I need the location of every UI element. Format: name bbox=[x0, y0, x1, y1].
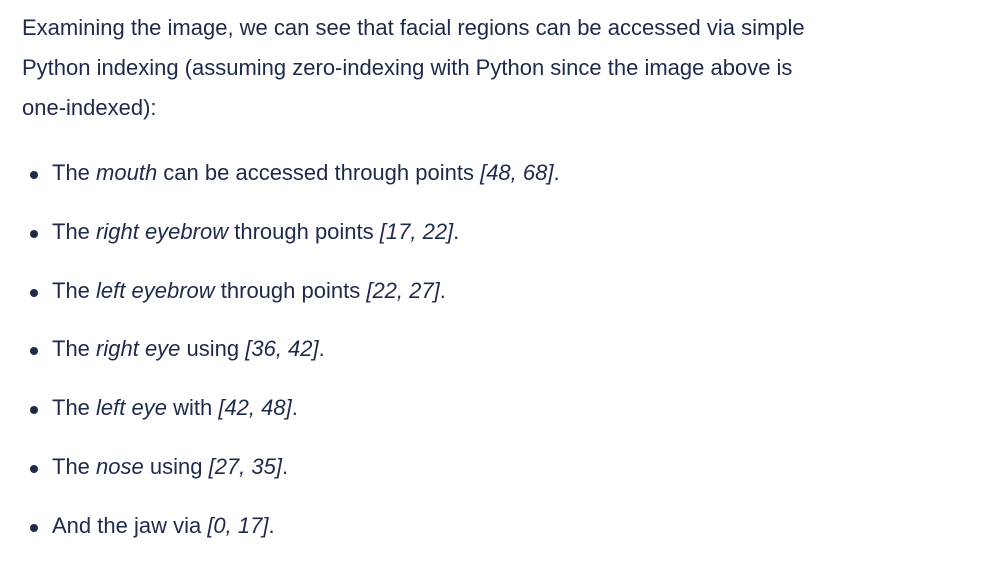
bullet-icon bbox=[30, 523, 38, 532]
item-suffix: . bbox=[553, 160, 560, 185]
item-prefix: The bbox=[52, 336, 97, 362]
intro-line-1: Examining the image, we can see that fac… bbox=[22, 15, 805, 40]
item-middle: through points bbox=[214, 277, 367, 303]
item-suffix: . bbox=[453, 218, 460, 244]
item-suffix: . bbox=[318, 336, 325, 362]
list-item-left-eyebrow: The left eyebrow through points [22, 27]… bbox=[22, 276, 922, 306]
item-prefix: The bbox=[52, 395, 97, 421]
facial-region-list: The mouth can be accessed through points… bbox=[22, 158, 922, 541]
list-item-nose: The nose using [27, 35]. bbox=[22, 452, 922, 482]
list-item-right-eye: The right eye using [36, 42]. bbox=[22, 334, 922, 364]
bullet-icon bbox=[30, 464, 38, 473]
point-range: [42, 48] bbox=[218, 395, 292, 421]
point-range: [22, 27] bbox=[366, 277, 440, 303]
item-suffix: . bbox=[281, 453, 289, 479]
item-prefix: The bbox=[52, 160, 97, 185]
region-name: right eyebrow bbox=[96, 218, 229, 244]
intro-line-3: one-indexed): bbox=[22, 95, 157, 120]
list-item-jaw: And the jaw via [0, 17]. bbox=[22, 511, 922, 541]
region-name: nose bbox=[96, 453, 144, 479]
region-name: right eye bbox=[96, 336, 181, 362]
bullet-icon bbox=[30, 347, 38, 356]
point-range: [36, 42] bbox=[245, 336, 319, 362]
point-range: [0, 17] bbox=[207, 512, 269, 538]
item-suffix: . bbox=[268, 512, 275, 538]
item-suffix: . bbox=[291, 395, 298, 421]
point-range: [17, 22] bbox=[379, 218, 454, 244]
article-body: Examining the image, we can see that fac… bbox=[22, 8, 922, 570]
intro-paragraph: Examining the image, we can see that fac… bbox=[22, 8, 922, 128]
intro-line-2: Python indexing (assuming zero-indexing … bbox=[22, 55, 793, 80]
bullet-icon bbox=[30, 288, 38, 297]
item-prefix: The bbox=[52, 453, 97, 479]
region-name: left eye bbox=[96, 395, 167, 421]
region-name: mouth bbox=[96, 160, 158, 185]
list-item-mouth: The mouth can be accessed through points… bbox=[22, 158, 922, 188]
item-middle: can be accessed through points bbox=[157, 160, 481, 185]
point-range: [48, 68] bbox=[480, 160, 554, 185]
item-middle: through points bbox=[228, 218, 380, 244]
item-middle: using bbox=[143, 453, 209, 479]
item-middle: using bbox=[180, 336, 246, 362]
list-item-right-eyebrow: The right eyebrow through points [17, 22… bbox=[22, 217, 922, 247]
list-item-left-eye: The left eye with [42, 48]. bbox=[22, 393, 922, 423]
item-prefix: The bbox=[52, 277, 97, 303]
bullet-icon bbox=[30, 229, 38, 238]
item-prefix: The bbox=[52, 218, 97, 244]
bullet-icon bbox=[30, 406, 38, 415]
item-middle: with bbox=[166, 395, 219, 421]
bullet-icon bbox=[30, 171, 38, 179]
item-suffix: . bbox=[439, 277, 446, 303]
point-range: [27, 35] bbox=[208, 453, 282, 479]
region-name: left eyebrow bbox=[96, 277, 215, 303]
item-prefix: And the jaw via bbox=[52, 512, 208, 538]
